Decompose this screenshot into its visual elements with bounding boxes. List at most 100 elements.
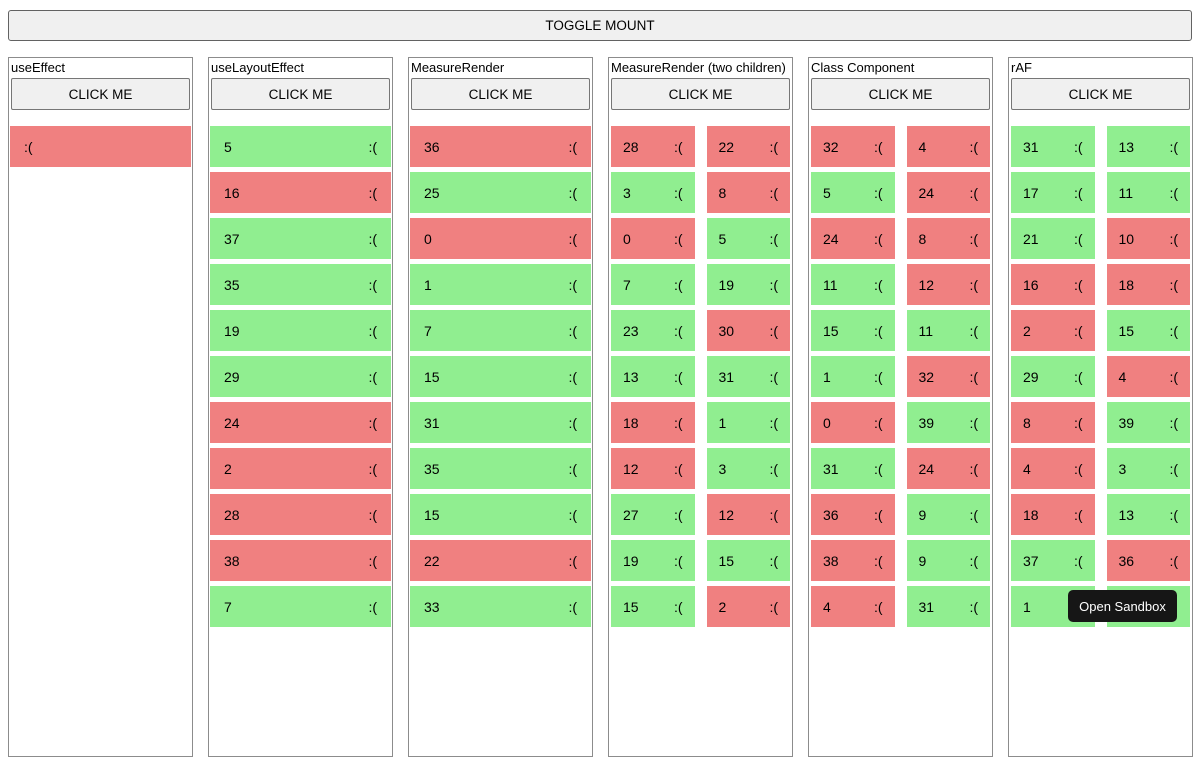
list-item: 36:( xyxy=(811,494,895,535)
item-value: 9 xyxy=(918,506,927,523)
sad-face: :( xyxy=(873,598,883,615)
item-value: 1 xyxy=(424,276,432,293)
sad-face: :( xyxy=(769,230,778,247)
item-list: 31:(17:(21:(16:(2:(29:(8:(4:(18:(37:(1:( xyxy=(1011,126,1095,627)
sad-face: :( xyxy=(568,552,577,569)
item-value: 5 xyxy=(224,138,232,155)
item-value: 38 xyxy=(823,552,839,569)
list-item: 35:( xyxy=(410,448,591,489)
click-me-button[interactable]: CLICK ME xyxy=(11,78,190,110)
list-item: 15:( xyxy=(611,586,695,627)
click-me-button[interactable]: CLICK ME xyxy=(211,78,390,110)
sad-face: :( xyxy=(568,276,577,293)
click-me-button[interactable]: CLICK ME xyxy=(1011,78,1190,110)
sad-face: :( xyxy=(1169,506,1178,523)
sad-face: :( xyxy=(873,552,883,569)
list-item: 37:( xyxy=(1011,540,1095,581)
sad-face: :( xyxy=(873,184,883,201)
list-item: 29:( xyxy=(210,356,391,397)
sad-face: :( xyxy=(769,598,778,615)
sad-face: :( xyxy=(1073,414,1083,431)
item-value: 32 xyxy=(918,368,935,385)
list-item: 5:( xyxy=(811,172,895,213)
item-value: 22 xyxy=(424,552,440,569)
item-value: 36 xyxy=(424,138,440,155)
open-sandbox-button[interactable]: Open Sandbox xyxy=(1068,590,1177,622)
sad-face: :( xyxy=(769,184,778,201)
item-list: :( xyxy=(10,126,191,167)
column-title: rAF xyxy=(1011,60,1032,75)
sad-face: :( xyxy=(368,414,377,431)
item-value: 2 xyxy=(1023,322,1031,339)
list-item: 9:( xyxy=(906,540,990,581)
list-item: 37:( xyxy=(210,218,391,259)
sad-face: :( xyxy=(568,414,577,431)
list-item: 22 :( xyxy=(410,540,591,581)
item-value: 33 xyxy=(424,598,440,615)
sad-face: :( xyxy=(769,552,778,569)
list-item: 22:( xyxy=(706,126,790,167)
list-item: 18:( xyxy=(1106,264,1190,305)
toggle-mount-button[interactable]: TOGGLE MOUNT xyxy=(8,10,1192,41)
item-value: 5 xyxy=(718,230,727,247)
sad-face: :( xyxy=(673,184,683,201)
sad-face: :( xyxy=(673,552,683,569)
item-value: 1 xyxy=(1023,598,1031,615)
click-me-button[interactable]: CLICK ME xyxy=(811,78,990,110)
item-value: 29 xyxy=(224,368,240,385)
sad-face: :( xyxy=(568,322,577,339)
list-item: 8 :( xyxy=(706,172,790,213)
list-item: 1:( xyxy=(706,402,790,443)
item-value: 2 xyxy=(718,598,727,615)
list-item: 21:( xyxy=(1011,218,1095,259)
item-value: 4 xyxy=(1118,368,1127,385)
item-value: 3 xyxy=(718,460,727,477)
sad-face: :( xyxy=(1169,460,1178,477)
list-item: 28:( xyxy=(210,494,391,535)
item-value: :( xyxy=(24,138,33,155)
sad-face: :( xyxy=(673,368,683,385)
list-item: 15 :( xyxy=(706,540,790,581)
sad-face: :( xyxy=(368,552,377,569)
item-value: 15 xyxy=(718,552,735,569)
item-value: 7 xyxy=(424,322,432,339)
item-value: 35 xyxy=(424,460,440,477)
list-item: 2:( xyxy=(210,448,391,489)
sad-face: :( xyxy=(568,506,577,523)
sad-face: :( xyxy=(769,368,778,385)
list-item: 13:( xyxy=(1106,494,1190,535)
item-value: 0 xyxy=(623,230,631,247)
list-item: 36:( xyxy=(1106,540,1190,581)
item-value: 13 xyxy=(623,368,639,385)
sad-face: :( xyxy=(1073,506,1083,523)
item-value: 8 xyxy=(718,184,727,201)
column-title: useLayoutEffect xyxy=(211,60,304,75)
list-item: 32:( xyxy=(906,356,990,397)
sad-face: :( xyxy=(673,598,683,615)
column-class-component: Class Component CLICK ME 32:(5:(24:(11:(15… xyxy=(808,57,993,757)
list-item: 31:( xyxy=(906,586,990,627)
list-item: 2 :( xyxy=(1011,310,1095,351)
sad-face: :( xyxy=(873,138,883,155)
click-me-button[interactable]: CLICK ME xyxy=(411,78,590,110)
sad-face: :( xyxy=(368,460,377,477)
column-measurerender-two-children: MeasureRender (two children) CLICK ME 28:(… xyxy=(608,57,793,757)
sad-face: :( xyxy=(1073,230,1083,247)
item-value: 27 xyxy=(623,506,639,523)
sad-face: :( xyxy=(873,230,883,247)
item-value: 25 xyxy=(424,184,440,201)
sad-face: :( xyxy=(1169,414,1178,431)
item-value: 39 xyxy=(918,414,935,431)
sad-face: :( xyxy=(368,230,377,247)
sad-face: :( xyxy=(769,414,778,431)
click-me-button[interactable]: CLICK ME xyxy=(611,78,790,110)
item-value: 38 xyxy=(224,552,240,569)
list-item: 5:( xyxy=(210,126,391,167)
list-item: 16:( xyxy=(1011,264,1095,305)
sad-face: :( xyxy=(1169,184,1178,201)
sad-face: :( xyxy=(568,368,577,385)
sad-face: :( xyxy=(1073,322,1083,339)
item-value: 7 xyxy=(224,598,232,615)
list-item: 24:( xyxy=(906,448,990,489)
list-item: 0:( xyxy=(410,218,591,259)
